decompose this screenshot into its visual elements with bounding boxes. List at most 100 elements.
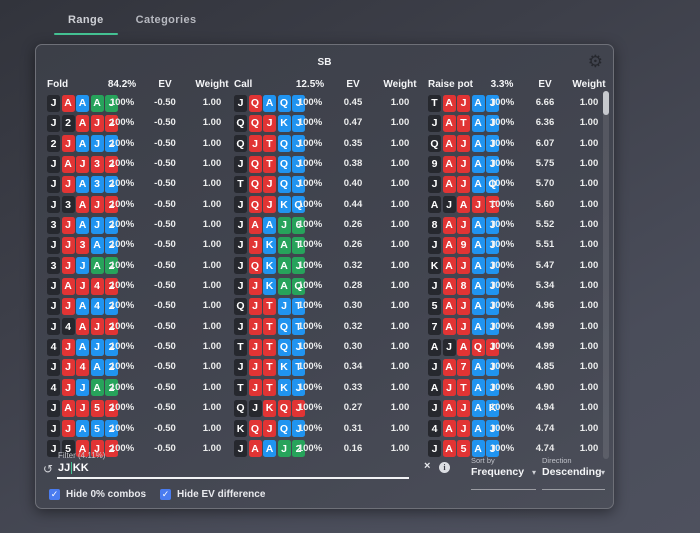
call-ev: 0.28 xyxy=(343,280,363,292)
raise-ev: 5.52 xyxy=(535,219,555,231)
raise-ev: 4.74 xyxy=(535,422,555,434)
call-freq: 100% xyxy=(297,97,323,108)
card-Qd: Q xyxy=(277,420,291,437)
call-ev: 0.31 xyxy=(343,422,363,434)
raise-weight: 1.00 xyxy=(579,361,599,373)
card-Js: J xyxy=(248,399,262,417)
card-2d: 2 xyxy=(105,338,118,356)
card-Qd: Q xyxy=(277,175,291,193)
card-Jh: J xyxy=(248,379,262,397)
fold-freq: 100% xyxy=(109,442,135,454)
card-2c: 2 xyxy=(292,440,305,458)
fold-ev: -0.50 xyxy=(154,300,176,312)
history-icon[interactable]: ↺ xyxy=(43,462,54,476)
card-Ad: A xyxy=(263,440,276,458)
card-As: A xyxy=(428,379,441,397)
card-Jd: J xyxy=(292,114,305,132)
call-weight: 1.00 xyxy=(390,381,410,393)
sort-by-dropdown[interactable]: Sort by Frequency ▾ xyxy=(471,456,536,490)
card-Jh: J xyxy=(248,297,262,315)
card-Jd: J xyxy=(486,440,499,458)
card-Jc: J xyxy=(277,216,291,234)
fold-freq: 100% xyxy=(109,259,135,271)
card-Ad: A xyxy=(76,216,89,234)
raise-weight: 1.00 xyxy=(579,239,599,251)
raise-ev: 5.70 xyxy=(535,178,555,190)
call-freq: 100% xyxy=(297,320,323,332)
fold-freq: 100% xyxy=(109,137,135,149)
tab-range[interactable]: Range xyxy=(52,0,120,40)
direction-value: Descending xyxy=(542,466,602,478)
info-icon[interactable]: i xyxy=(439,462,450,473)
card-Ah: A xyxy=(442,257,456,275)
fold-ev: -0.50 xyxy=(154,280,176,292)
card-Ad: A xyxy=(471,420,485,437)
call-ev-header: EV xyxy=(346,79,360,90)
scrollbar-track xyxy=(603,91,609,459)
tab-categories[interactable]: Categories xyxy=(120,0,213,40)
raise-freq: 100% xyxy=(489,442,515,454)
card-Ac: A xyxy=(90,94,104,112)
card-Jh: J xyxy=(61,257,75,275)
fold-ev: -0.50 xyxy=(154,117,176,129)
fold-ev: -0.50 xyxy=(154,97,176,108)
direction-dropdown[interactable]: Direction Descending ▾ xyxy=(542,456,605,490)
call-ev: 0.33 xyxy=(343,381,363,393)
card-Js: J xyxy=(234,196,247,214)
card-Jh: J xyxy=(457,257,470,275)
card-Ad: A xyxy=(471,216,485,234)
raise-weight: 1.00 xyxy=(579,158,599,170)
hide-0-combos-checkbox[interactable]: ✓ Hide 0% combos xyxy=(49,489,146,500)
scrollbar-thumb[interactable] xyxy=(603,91,609,115)
card-Jh: J xyxy=(248,236,262,254)
raise-freq: 100% xyxy=(489,402,515,414)
card-Jh: J xyxy=(471,196,485,214)
filter-input[interactable]: JJ KK xyxy=(58,462,89,474)
card-Js: J xyxy=(234,358,247,376)
range-row: J J 4 A 2 100% -0.50 1.00 J J T K T 100% 0.34 1.00 J A 7 A J… xyxy=(36,357,613,377)
card-Jh: J xyxy=(61,420,75,437)
raise-weight: 1.00 xyxy=(579,320,599,332)
checkbox-checked-icon: ✓ xyxy=(49,489,60,500)
call-ev: 0.26 xyxy=(343,239,363,251)
call-ev: 0.16 xyxy=(343,442,363,454)
card-Ac: A xyxy=(90,257,104,275)
card-Jh: J xyxy=(263,114,276,132)
settings-gear-icon[interactable]: ⚙ xyxy=(587,52,603,71)
card-Ah: A xyxy=(76,196,89,214)
call-weight: 1.00 xyxy=(390,198,410,210)
card-Jh: J xyxy=(90,440,104,458)
raise-weight: 1.00 xyxy=(579,259,599,271)
card-Js: J xyxy=(428,114,441,132)
clear-filter-icon[interactable]: × xyxy=(424,460,431,472)
card-Jd: J xyxy=(486,257,499,275)
text-caret xyxy=(70,462,73,474)
card-9s: 9 xyxy=(428,155,441,173)
card-Ad: A xyxy=(76,338,89,356)
raise-ev: 5.60 xyxy=(535,198,555,210)
card-Ah: A xyxy=(442,440,456,458)
card-Kd: K xyxy=(263,277,276,295)
call-ev: 0.38 xyxy=(343,158,363,170)
fold-weight: 1.00 xyxy=(202,259,222,271)
raise-weight-header: Weight xyxy=(572,79,606,90)
card-Js: J xyxy=(47,318,60,336)
fold-freq: 100% xyxy=(109,320,135,332)
raise-freq: 100% xyxy=(489,341,515,353)
card-Ad: A xyxy=(90,358,104,376)
card-Ad: A xyxy=(471,358,485,376)
card-As: A xyxy=(428,338,441,356)
call-freq: 100% xyxy=(297,219,323,231)
hide-ev-difference-checkbox[interactable]: ✓ Hide EV difference xyxy=(160,489,265,500)
card-Ad: A xyxy=(471,257,485,275)
card-Jh: J xyxy=(442,379,456,397)
card-Js: J xyxy=(234,257,247,275)
card-Jh: J xyxy=(457,135,470,153)
card-Qh: Q xyxy=(471,338,485,356)
